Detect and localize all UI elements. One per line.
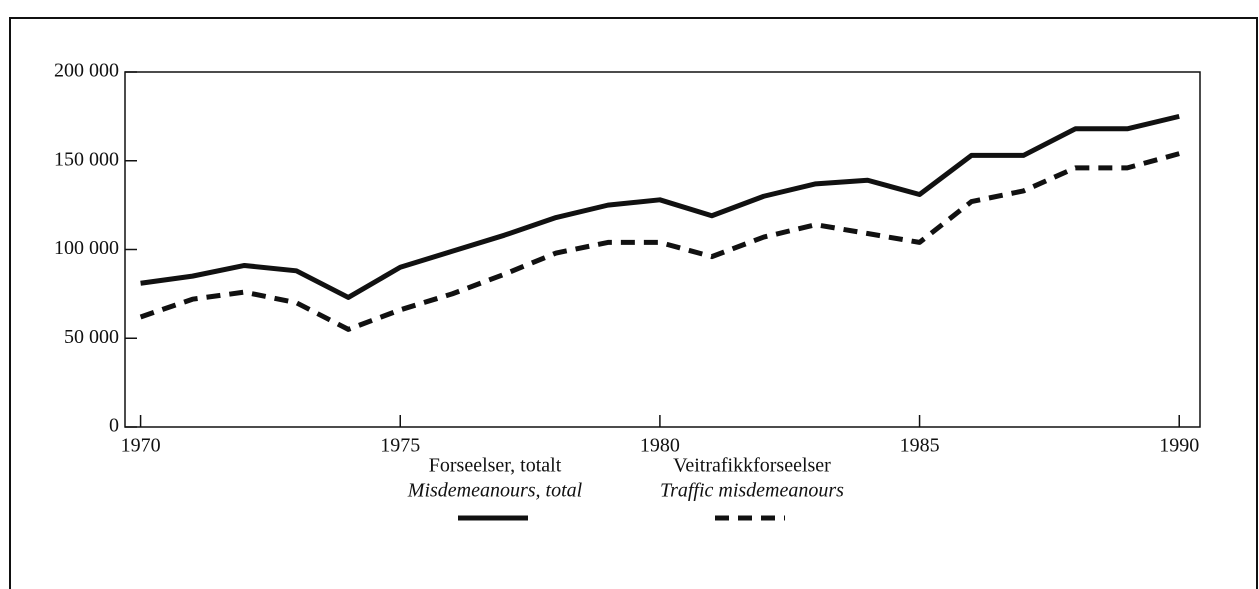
frame — [9, 17, 1258, 589]
line-series — [139, 151, 1180, 332]
line-series — [140, 113, 1180, 300]
legend-label: Forseelser, totalt — [429, 455, 562, 477]
x-tick-label: 1970 — [121, 435, 161, 457]
x-tick-label: 1980 — [640, 435, 680, 457]
legend-label: Veitrafikkforseelser — [673, 455, 831, 477]
y-tick-label: 50 000 — [64, 326, 119, 348]
y-tick-label: 0 — [109, 415, 119, 437]
y-tick-label: 100 000 — [54, 237, 119, 259]
plot-area — [124, 71, 1201, 428]
legend-label-en: Misdemeanours, total — [407, 480, 583, 502]
x-tick-label: 1990 — [1159, 435, 1199, 457]
y-tick-label: 200 000 — [54, 60, 119, 82]
y-tick-label: 150 000 — [54, 148, 119, 170]
legend-label-en: Traffic misdemeanours — [660, 480, 844, 502]
x-tick-label: 1975 — [380, 435, 420, 457]
x-tick-label: 1985 — [900, 435, 940, 457]
